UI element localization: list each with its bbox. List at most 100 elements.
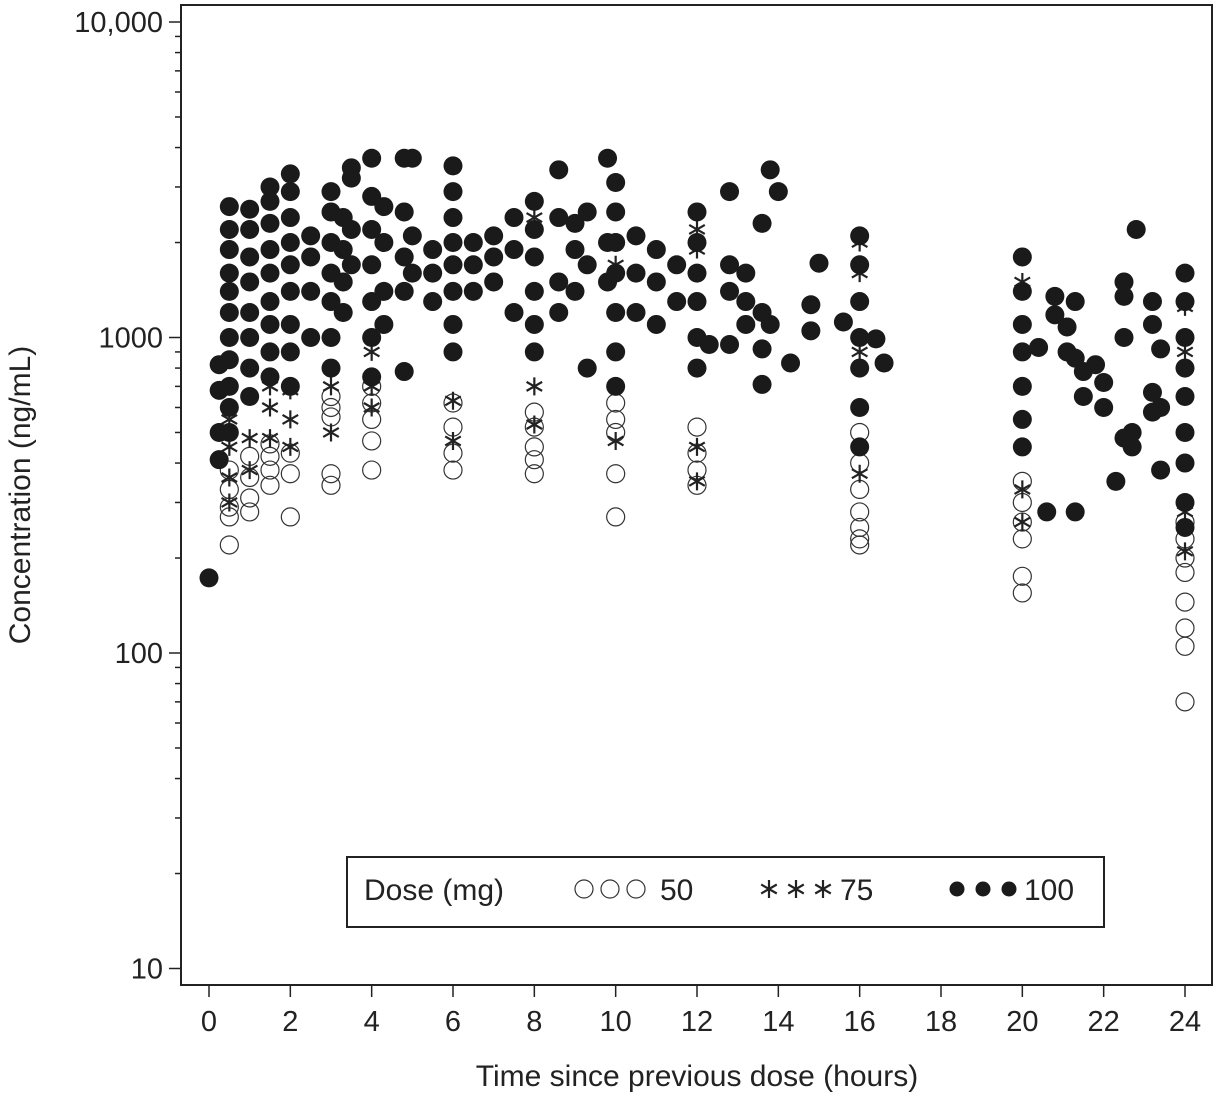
data-point-100mg <box>1151 460 1171 480</box>
data-point-100mg <box>565 281 585 301</box>
legend-asterisk-icon <box>814 880 832 898</box>
data-point-100mg <box>443 281 463 301</box>
data-point-100mg <box>1122 422 1142 442</box>
data-point-100mg <box>484 272 504 292</box>
data-point-100mg <box>333 240 353 260</box>
data-point-50mg <box>606 393 626 413</box>
data-point-75mg <box>241 429 259 448</box>
data-point-100mg <box>219 422 239 442</box>
data-point-50mg <box>362 431 382 451</box>
data-point-100mg <box>240 328 260 347</box>
data-point-100mg <box>423 240 443 260</box>
data-point-100mg <box>1029 337 1049 357</box>
data-point-100mg <box>240 247 260 267</box>
x-tick-label: 18 <box>925 1006 957 1038</box>
data-point-75mg <box>1013 480 1031 499</box>
data-point-100mg <box>1106 471 1126 491</box>
data-point-75mg <box>241 461 259 480</box>
data-point-100mg <box>606 303 626 323</box>
data-point-50mg <box>1012 529 1032 549</box>
data-point-100mg <box>606 233 626 253</box>
data-point-100mg <box>504 240 524 260</box>
data-point-100mg <box>687 358 707 378</box>
data-point-100mg <box>362 148 382 168</box>
data-point-100mg <box>524 314 544 334</box>
data-point-100mg <box>1065 292 1085 312</box>
data-point-100mg <box>240 272 260 292</box>
data-point-100mg <box>874 353 894 373</box>
data-point-100mg <box>1012 281 1032 301</box>
data-point-100mg <box>850 226 870 246</box>
data-point-100mg <box>463 281 483 301</box>
data-point-75mg <box>281 410 299 429</box>
legend-filled-circle-icon <box>975 881 991 897</box>
data-point-100mg <box>1094 397 1114 417</box>
data-point-100mg <box>687 292 707 312</box>
data-point-100mg <box>577 358 597 378</box>
data-point-100mg <box>219 328 239 347</box>
data-point-50mg <box>260 460 280 480</box>
data-point-100mg <box>394 202 414 222</box>
data-point-50mg <box>524 437 544 457</box>
data-point-100mg <box>850 255 870 275</box>
data-point-100mg <box>1175 453 1195 473</box>
data-point-100mg <box>606 172 626 192</box>
data-point-100mg <box>850 437 870 457</box>
data-point-100mg <box>1037 502 1057 522</box>
data-point-100mg <box>394 281 414 301</box>
y-tick-label: 100 <box>115 638 163 670</box>
data-point-100mg <box>1094 373 1114 393</box>
data-point-50mg <box>321 397 341 418</box>
data-point-100mg <box>240 219 260 239</box>
data-point-100mg <box>219 263 239 283</box>
data-point-100mg <box>423 263 443 283</box>
data-point-100mg <box>402 263 422 283</box>
data-point-100mg <box>260 240 280 260</box>
data-point-75mg <box>688 472 706 491</box>
data-point-50mg <box>1175 592 1195 612</box>
data-point-100mg <box>219 240 239 260</box>
x-axis-label: Time since previous dose (hours) <box>476 1060 918 1093</box>
data-point-100mg <box>1175 292 1195 312</box>
data-point-50mg <box>260 475 280 495</box>
data-point-100mg <box>362 219 382 239</box>
data-point-100mg <box>850 397 870 417</box>
data-point-100mg <box>646 240 666 260</box>
data-point-100mg <box>321 328 341 347</box>
data-point-100mg <box>280 255 300 275</box>
data-point-100mg <box>321 292 341 312</box>
data-point-100mg <box>1045 305 1065 325</box>
data-point-50mg <box>850 502 870 522</box>
data-point-100mg <box>687 263 707 283</box>
data-point-100mg <box>463 255 483 275</box>
data-point-75mg <box>363 398 381 417</box>
data-point-100mg <box>736 292 756 312</box>
data-point-100mg <box>850 328 870 347</box>
data-point-100mg <box>1012 376 1032 396</box>
data-point-100mg <box>1151 397 1171 417</box>
data-point-100mg <box>402 226 422 246</box>
data-point-100mg <box>1012 247 1032 267</box>
data-point-100mg <box>1175 517 1195 537</box>
data-point-100mg <box>626 226 646 246</box>
data-point-100mg <box>280 182 300 202</box>
data-point-100mg <box>280 164 300 184</box>
data-point-100mg <box>280 342 300 362</box>
legend-label-50: 50 <box>660 874 693 907</box>
data-point-100mg <box>736 263 756 283</box>
data-point-100mg <box>209 450 229 470</box>
data-point-100mg <box>504 303 524 323</box>
data-point-100mg <box>402 148 422 168</box>
data-point-100mg <box>752 374 772 394</box>
data-point-50mg <box>240 502 260 522</box>
data-point-100mg <box>341 168 361 188</box>
data-point-100mg <box>801 321 821 341</box>
y-axis: 10 100 1000 10,000 <box>74 7 181 986</box>
data-point-50mg <box>321 475 341 495</box>
data-point-50mg <box>606 507 626 527</box>
data-point-100mg <box>443 156 463 176</box>
data-point-50mg <box>1012 583 1032 603</box>
series-100-mg <box>199 148 1195 588</box>
data-point-75mg <box>281 437 299 456</box>
legend-marker-75 <box>760 880 832 898</box>
